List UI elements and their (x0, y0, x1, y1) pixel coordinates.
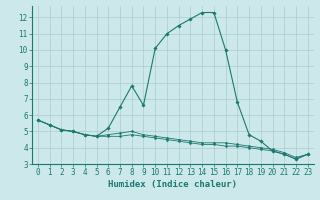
X-axis label: Humidex (Indice chaleur): Humidex (Indice chaleur) (108, 180, 237, 189)
